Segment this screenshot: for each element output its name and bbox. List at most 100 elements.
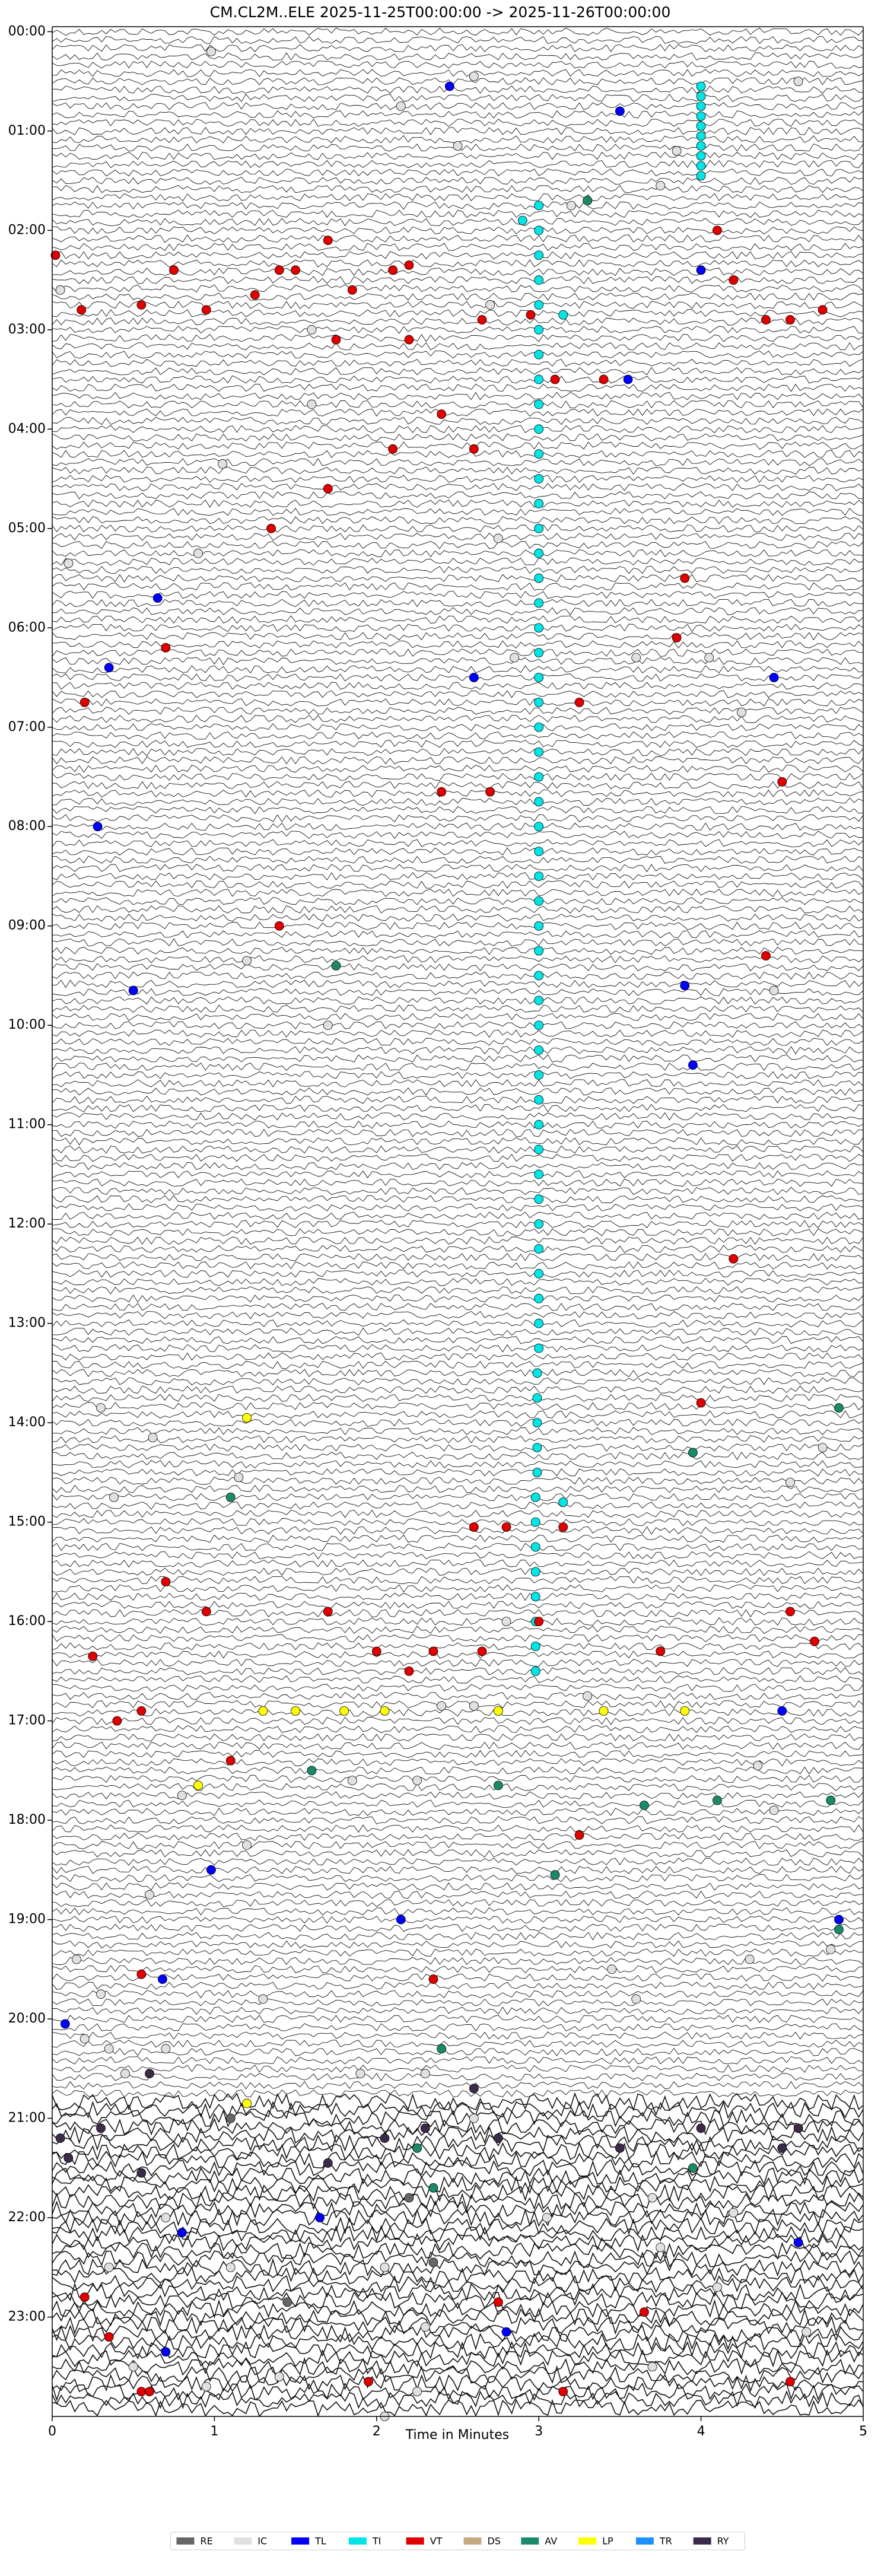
trace — [52, 1211, 864, 1220]
event-point — [412, 2143, 422, 2153]
y-tick-label: 02:00 — [8, 222, 46, 237]
trace — [52, 822, 864, 831]
event-point — [534, 1144, 544, 1155]
event-point — [534, 946, 544, 956]
event-point — [104, 2044, 114, 2054]
event-point — [802, 2327, 812, 2337]
trace — [52, 665, 864, 674]
trace — [52, 226, 864, 234]
trace — [52, 1038, 864, 1046]
trace — [52, 317, 864, 326]
legend-label: IC — [257, 2536, 267, 2547]
trace — [52, 218, 864, 227]
event-point — [161, 2213, 171, 2222]
event-point — [729, 1254, 739, 1264]
trace — [52, 2291, 864, 2310]
trace — [52, 1477, 864, 1485]
trace — [52, 1915, 864, 1924]
event-point — [785, 1607, 795, 1617]
trace — [52, 856, 864, 864]
trace — [52, 1137, 864, 1146]
event-point — [145, 2387, 154, 2397]
event-point — [623, 374, 633, 384]
event-point — [785, 315, 795, 325]
event-point — [201, 2381, 211, 2391]
event-point — [534, 896, 544, 906]
legend-swatch — [348, 2537, 367, 2545]
trace — [52, 44, 864, 52]
x-tick-label: 4 — [697, 2424, 705, 2439]
trace — [52, 2101, 864, 2120]
trace — [52, 433, 864, 442]
trace — [52, 1609, 864, 1618]
traces — [52, 27, 864, 2418]
event-point — [769, 1805, 779, 1815]
event-point — [534, 1219, 544, 1229]
trace — [52, 698, 864, 707]
trace — [52, 284, 864, 292]
trace — [52, 1684, 864, 1692]
event-point — [206, 46, 216, 56]
trace — [52, 1435, 864, 1443]
trace — [52, 1833, 864, 1841]
trace — [52, 1559, 864, 1568]
event-point — [534, 1617, 544, 1627]
event-point — [672, 146, 682, 156]
event-point — [534, 424, 544, 434]
event-point — [550, 374, 560, 384]
event-point — [696, 151, 706, 161]
event-point — [534, 673, 544, 682]
event-point — [444, 81, 454, 91]
trace — [52, 1327, 864, 1336]
event-point — [530, 1517, 540, 1527]
legend-label: TI — [372, 2536, 381, 2547]
event-point — [501, 1522, 511, 1532]
event-point — [615, 106, 625, 116]
event-point — [307, 1766, 317, 1776]
event-point — [672, 633, 682, 643]
event-point — [534, 697, 544, 707]
event-point — [696, 1398, 706, 1408]
trace — [52, 1120, 864, 1129]
trace — [52, 1493, 864, 1502]
trace — [52, 1634, 864, 1642]
legend-swatch — [635, 2537, 654, 2545]
trace — [52, 441, 864, 450]
trace — [52, 1716, 864, 1725]
trace — [52, 1509, 864, 1518]
trace — [52, 516, 864, 524]
event-point — [120, 2069, 130, 2079]
trace — [52, 176, 864, 185]
trace — [52, 2175, 864, 2195]
trace — [52, 1865, 864, 1874]
trace — [52, 2374, 864, 2393]
event-point — [136, 1706, 147, 1716]
trace — [52, 2365, 864, 2384]
event-point — [510, 653, 520, 663]
trace — [52, 1178, 864, 1187]
event-point — [274, 265, 284, 275]
event-point — [534, 449, 544, 459]
trace — [52, 392, 864, 400]
trace — [52, 2275, 864, 2294]
y-tick-label: 13:00 — [8, 1316, 46, 1331]
event-point — [96, 2123, 106, 2133]
trace — [52, 268, 864, 276]
y-tick-label: 08:00 — [8, 819, 46, 834]
event-point — [315, 2213, 325, 2222]
trace — [52, 1502, 864, 1510]
event-point — [412, 2387, 422, 2397]
event-point — [647, 2193, 657, 2203]
event-point — [696, 101, 706, 111]
trace — [52, 1567, 864, 1576]
legend-swatch — [176, 2537, 195, 2545]
trace — [52, 276, 864, 284]
trace — [52, 367, 864, 376]
event-point — [656, 181, 666, 190]
trace — [52, 483, 864, 491]
event-point — [428, 2257, 438, 2267]
event-point — [307, 399, 317, 409]
event-point — [688, 1448, 698, 1458]
trace — [52, 1245, 864, 1253]
